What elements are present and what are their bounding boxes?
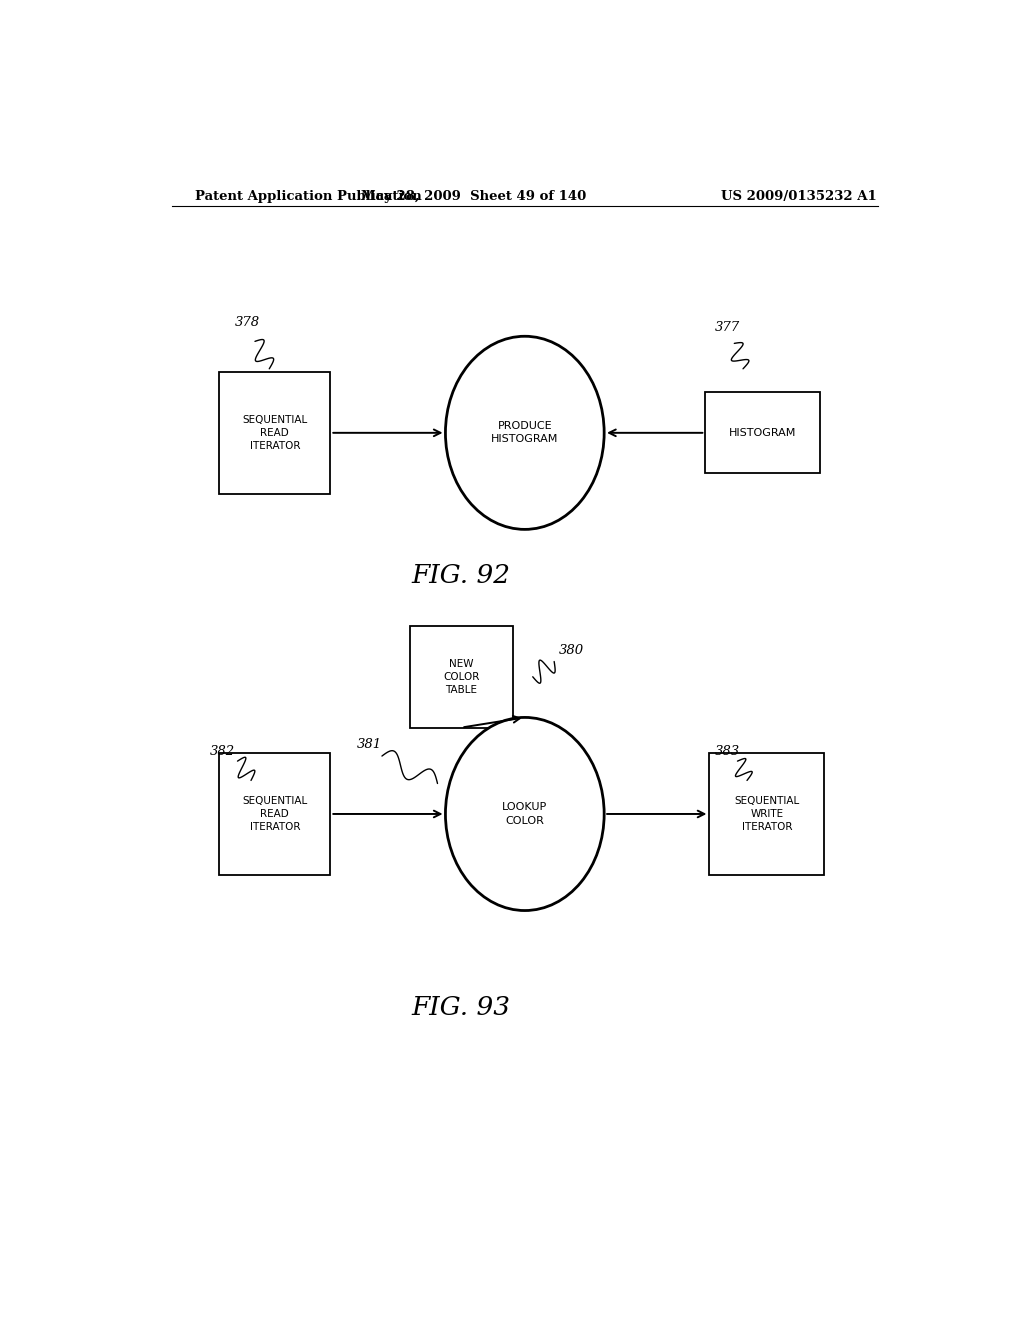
Text: PRODUCE
HISTOGRAM: PRODUCE HISTOGRAM [492, 421, 558, 445]
Bar [219, 372, 331, 494]
Text: SEQUENTIAL
READ
ITERATOR: SEQUENTIAL READ ITERATOR [243, 414, 307, 451]
Text: 383: 383 [715, 744, 740, 758]
Ellipse shape [445, 718, 604, 911]
Bar [410, 626, 513, 727]
Text: 377: 377 [715, 321, 740, 334]
Bar [710, 752, 824, 875]
Text: May 28, 2009  Sheet 49 of 140: May 28, 2009 Sheet 49 of 140 [360, 190, 586, 202]
Text: US 2009/0135232 A1: US 2009/0135232 A1 [721, 190, 877, 202]
Text: SEQUENTIAL
READ
ITERATOR: SEQUENTIAL READ ITERATOR [243, 796, 307, 832]
Bar [706, 392, 820, 474]
Text: Patent Application Publication: Patent Application Publication [196, 190, 422, 202]
Ellipse shape [445, 337, 604, 529]
Text: FIG. 93: FIG. 93 [412, 994, 511, 1019]
Text: LOOKUP
COLOR: LOOKUP COLOR [502, 803, 548, 825]
Text: 382: 382 [210, 744, 234, 758]
Bar [219, 752, 331, 875]
Text: FIG. 92: FIG. 92 [412, 562, 511, 587]
Text: 378: 378 [236, 315, 260, 329]
Text: 381: 381 [356, 738, 382, 751]
Text: NEW
COLOR
TABLE: NEW COLOR TABLE [443, 659, 479, 694]
Text: 380: 380 [559, 644, 584, 657]
Text: HISTOGRAM: HISTOGRAM [729, 428, 797, 438]
Text: SEQUENTIAL
WRITE
ITERATOR: SEQUENTIAL WRITE ITERATOR [734, 796, 800, 832]
